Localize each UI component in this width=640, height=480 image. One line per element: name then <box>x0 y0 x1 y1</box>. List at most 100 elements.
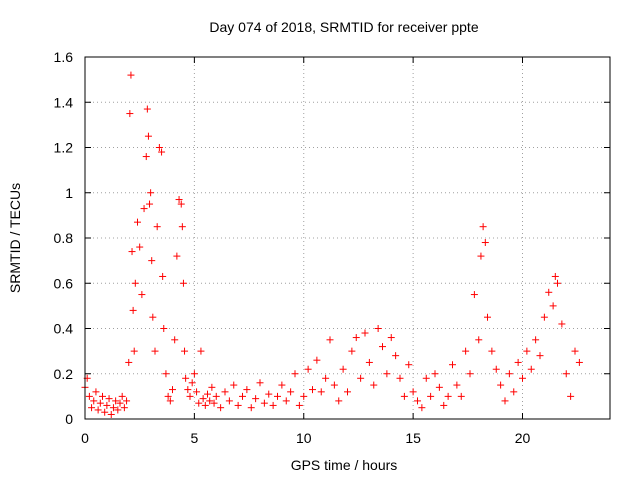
data-point <box>182 374 190 382</box>
data-point <box>256 379 264 387</box>
data-point <box>269 401 277 409</box>
data-point <box>545 288 553 296</box>
data-point <box>178 223 186 231</box>
data-point <box>112 397 120 405</box>
data-point <box>116 399 124 407</box>
data-point <box>409 388 417 396</box>
data-point <box>348 347 356 355</box>
data-point <box>317 388 325 396</box>
data-point <box>230 381 238 389</box>
data-point <box>158 148 166 156</box>
data-point <box>300 392 308 400</box>
data-point <box>479 223 487 231</box>
data-point <box>374 325 382 332</box>
data-point <box>510 388 518 396</box>
data-point <box>190 370 198 378</box>
data-point <box>481 239 489 247</box>
y-tick-label: 1.2 <box>54 140 74 156</box>
data-point <box>142 153 150 161</box>
data-point <box>274 392 281 400</box>
data-point <box>505 370 513 378</box>
data-point <box>466 370 474 378</box>
data-point <box>94 406 102 414</box>
data-point <box>361 329 369 337</box>
data-point <box>431 370 439 378</box>
data-point <box>278 381 286 389</box>
data-point <box>204 390 211 398</box>
data-point <box>326 336 334 344</box>
data-point <box>265 390 273 398</box>
data-point <box>492 365 500 373</box>
x-tick-label: 0 <box>81 430 89 446</box>
data-point <box>234 401 242 409</box>
x-tick-label: 15 <box>405 430 421 446</box>
data-point <box>103 401 111 409</box>
data-point <box>392 352 400 360</box>
data-point <box>177 200 185 208</box>
data-point <box>105 395 113 403</box>
data-point <box>527 365 535 373</box>
data-point <box>181 347 189 355</box>
data-point <box>147 189 155 197</box>
data-point <box>352 334 360 342</box>
data-point <box>501 397 509 405</box>
data-point <box>313 356 321 364</box>
data-point <box>309 386 316 394</box>
data-point <box>140 205 148 213</box>
data-point <box>387 334 395 342</box>
data-point <box>90 397 98 405</box>
x-tick-label: 5 <box>190 430 198 446</box>
data-point <box>304 365 312 373</box>
data-point <box>138 291 146 299</box>
data-point <box>120 404 128 412</box>
data-point <box>282 397 290 405</box>
data-point <box>571 347 579 355</box>
data-point <box>130 347 138 355</box>
data-point <box>453 381 461 389</box>
data-point <box>126 110 134 118</box>
data-point <box>396 374 404 382</box>
x-axis-label: GPS time / hours <box>291 457 398 473</box>
data-point <box>131 279 139 287</box>
data-point <box>175 196 183 204</box>
y-axis-label: SRMTID / TECUs <box>7 183 23 293</box>
data-point <box>210 399 218 407</box>
data-point <box>134 218 141 226</box>
data-point <box>144 132 152 140</box>
data-point <box>322 374 330 382</box>
data-point <box>558 320 566 328</box>
data-point <box>400 392 408 400</box>
data-point <box>519 374 526 382</box>
data-point <box>160 325 168 332</box>
data-point <box>435 383 443 391</box>
data-point <box>136 243 144 251</box>
data-point <box>418 404 426 412</box>
data-point <box>575 358 583 366</box>
data-points <box>81 71 583 418</box>
data-point <box>344 388 351 396</box>
data-point <box>101 408 109 416</box>
data-point <box>114 406 122 414</box>
data-point <box>195 399 203 407</box>
y-tick-label: 1 <box>65 185 73 201</box>
data-point <box>551 272 559 280</box>
plot-frame <box>84 56 611 420</box>
data-point <box>523 347 531 355</box>
data-point <box>127 71 135 79</box>
data-point <box>125 358 133 366</box>
data-point <box>497 381 505 389</box>
data-point <box>159 272 167 280</box>
data-point <box>143 105 151 113</box>
data-point <box>164 392 172 400</box>
data-point <box>457 392 465 400</box>
data-point <box>488 347 496 355</box>
data-point <box>383 370 391 378</box>
data-point <box>287 388 295 396</box>
data-point <box>225 397 233 405</box>
data-point <box>440 401 448 409</box>
data-point <box>173 252 181 260</box>
data-point <box>484 313 491 321</box>
data-point <box>212 392 220 400</box>
data-point <box>128 248 136 256</box>
data-point <box>109 404 117 412</box>
